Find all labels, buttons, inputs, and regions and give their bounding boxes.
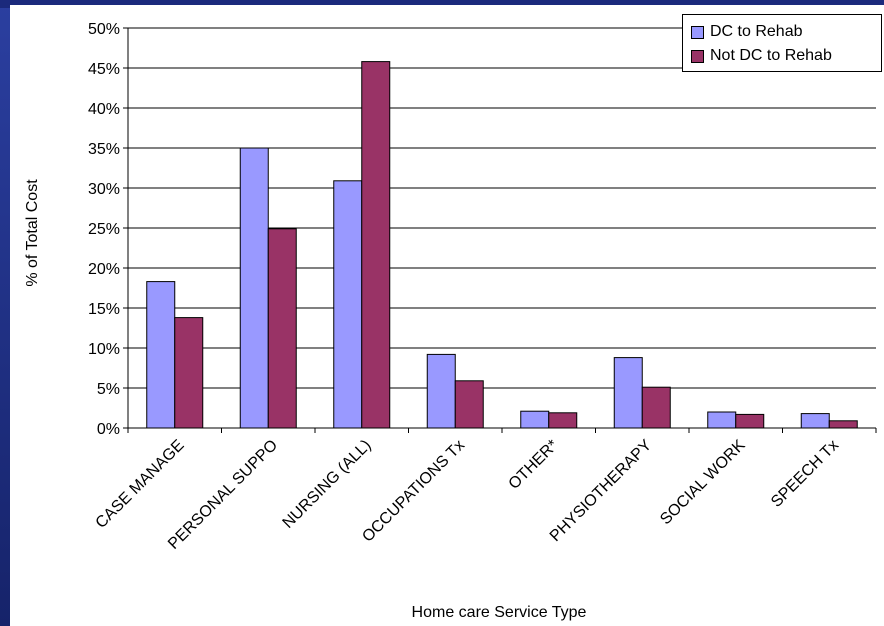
slide-background xyxy=(0,0,10,626)
axes xyxy=(123,27,877,433)
y-tick-label: 20% xyxy=(88,261,120,278)
slide-title-strip xyxy=(0,0,884,8)
y-tick-label: 30% xyxy=(88,181,120,198)
x-category-label: OTHER* xyxy=(506,437,562,493)
legend-label-not-dc-to-rehab: Not DC to Rehab xyxy=(710,47,832,64)
y-tick-label: 10% xyxy=(88,341,120,358)
y-tick-label: 35% xyxy=(88,141,120,158)
x-category-label: OCCUPATIONS Tx xyxy=(359,437,468,546)
bar-dc-to-rehab xyxy=(239,147,269,429)
y-tick-label: 5% xyxy=(97,381,120,398)
x-category-label: SPEECH Tx xyxy=(768,437,842,511)
y-tick-label: 50% xyxy=(88,21,120,38)
legend-swatch-not-dc-to-rehab xyxy=(691,49,704,63)
legend-label-dc-to-rehab: DC to Rehab xyxy=(710,23,803,40)
x-axis-title: Home care Service Type xyxy=(412,604,587,621)
bar-not-dc-to-rehab xyxy=(361,61,391,429)
y-tick-label: 25% xyxy=(88,221,120,238)
bar-not-dc-to-rehab xyxy=(174,317,204,429)
x-category-label: NURSING (ALL) xyxy=(280,437,375,532)
legend-item-not-dc-to-rehab: Not DC to Rehab xyxy=(691,45,832,67)
bars xyxy=(146,61,858,429)
bar-dc-to-rehab xyxy=(520,410,550,429)
bar-not-dc-to-rehab xyxy=(828,420,858,429)
x-category-label: SOCIAL WORK xyxy=(657,437,749,529)
x-category-label: PHYSIOTHERAPY xyxy=(547,437,655,545)
legend-item-dc-to-rehab: DC to Rehab xyxy=(691,21,803,43)
x-category-label: CASE MANAGE xyxy=(93,437,188,532)
bar-not-dc-to-rehab xyxy=(454,380,484,429)
bar-dc-to-rehab xyxy=(707,411,737,429)
bar-not-dc-to-rehab xyxy=(641,386,671,429)
chart-panel: 0% 5% 10% 15% 20% 25% 30% 35% 40% 45% 50% CASE MAN… xyxy=(10,5,884,626)
y-tick-label: 45% xyxy=(88,61,120,78)
bar-dc-to-rehab xyxy=(800,413,830,429)
bar-dc-to-rehab xyxy=(146,281,176,429)
legend-swatch-dc-to-rehab xyxy=(691,25,704,39)
bar-not-dc-to-rehab xyxy=(267,228,297,429)
bar-dc-to-rehab xyxy=(426,353,456,429)
x-category-label: PERSONAL SUPPO xyxy=(165,437,281,553)
y-tick-label: 40% xyxy=(88,101,120,118)
y-tick-labels: 0% 5% 10% 15% 20% 25% 30% 35% 40% 45% 50% xyxy=(88,21,120,438)
bar-dc-to-rehab xyxy=(613,357,643,429)
bar-not-dc-to-rehab xyxy=(548,412,578,429)
y-axis-title: % of Total Cost xyxy=(24,179,41,287)
bar-not-dc-to-rehab xyxy=(735,413,765,429)
bar-dc-to-rehab xyxy=(333,180,363,429)
y-tick-label: 15% xyxy=(88,301,120,318)
bar-chart: 0% 5% 10% 15% 20% 25% 30% 35% 40% 45% 50% CASE MAN… xyxy=(24,21,877,621)
y-tick-label: 0% xyxy=(97,421,120,438)
chart-legend: DC to Rehab Not DC to Rehab xyxy=(682,14,882,72)
